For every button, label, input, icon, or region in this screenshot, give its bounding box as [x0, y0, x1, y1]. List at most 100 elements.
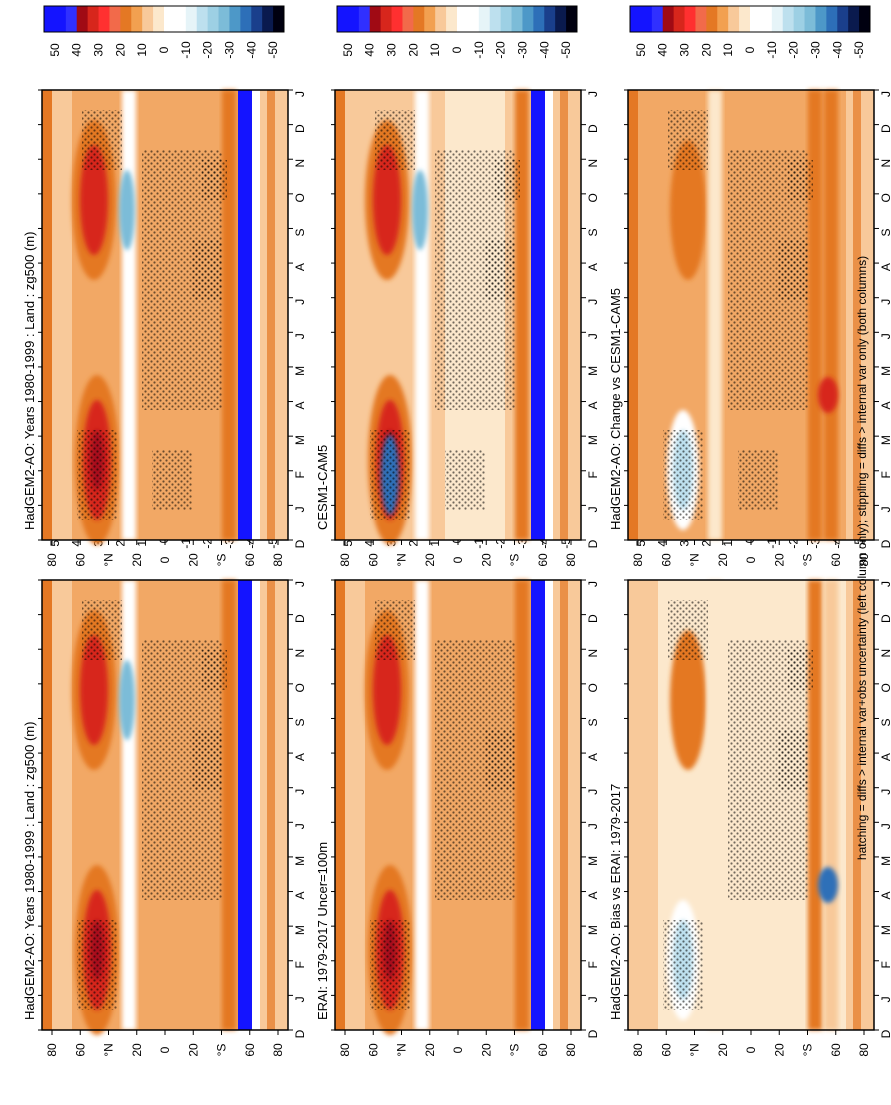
month-tick-label: J [879, 581, 891, 587]
month-tick-label: D [586, 539, 600, 548]
month-tick-label: J [293, 333, 307, 339]
panel-title: HadGEM2-AO: Change vs CESM1-CAM5 [608, 288, 623, 530]
stippling-region [77, 920, 117, 1010]
stippling-region [485, 730, 515, 790]
month-tick-label: O [879, 683, 891, 692]
colorbar-tick-label: 20 [113, 43, 127, 57]
colorbar-tick-label: -50 [852, 41, 866, 59]
latitude-tick-label: 20 [186, 553, 200, 567]
month-tick-label: O [586, 683, 600, 692]
month-tick-label: A [879, 402, 891, 410]
month-tick-label: J [293, 506, 307, 512]
latitude-tick-label: 20 [423, 553, 437, 567]
month-tick-label: J [586, 823, 600, 829]
month-tick-label: J [293, 91, 307, 97]
month-tick-label: J [293, 581, 307, 587]
latitude-tick-label: 80 [564, 553, 578, 567]
chart-panel: D J F M A M J J A S O N D J 80 60 °N 20 0 20 °S 60 80 ERAI: 197… [315, 495, 600, 1057]
colorbar-tick-label: -50 [559, 41, 573, 59]
latitude-tick-label: °S [215, 1044, 229, 1057]
colorbar-tick-label: 40 [70, 43, 84, 57]
footer-note: hatching = diffs > internal var+obs unce… [855, 256, 869, 860]
latitude-tick-label: 60 [829, 553, 843, 567]
latitude-tick-label: 20 [479, 1043, 493, 1057]
stippling-region [788, 650, 813, 690]
month-tick-label: N [879, 159, 891, 168]
stippling-region [82, 600, 122, 660]
month-tick-label: F [293, 471, 307, 478]
colorbar-tick-label: -50 [266, 41, 280, 59]
month-tick-label: O [293, 683, 307, 692]
colorbar-tick-label: -10 [472, 41, 486, 59]
latitude-tick-label: °N [102, 1043, 116, 1056]
colorbar-tick-label: -40 [830, 41, 844, 59]
latitude-tick-label: 80 [857, 1043, 871, 1057]
latitude-tick-label: 60 [536, 553, 550, 567]
month-tick-label: D [879, 124, 891, 133]
stippling-region [375, 600, 415, 660]
month-tick-label: J [879, 506, 891, 512]
latitude-tick-label: 80 [338, 1043, 352, 1057]
latitude-tick-label: 20 [130, 553, 144, 567]
panel-title: HadGEM2-AO: Years 1980-1999 : Land : zg5… [22, 722, 37, 1020]
month-tick-label: F [879, 471, 891, 478]
latitude-tick-label: 80 [271, 553, 285, 567]
latitude-tick-label: 80 [857, 553, 871, 567]
month-tick-label: J [586, 506, 600, 512]
stippling-region [738, 450, 778, 510]
stippling-region [77, 430, 117, 520]
latitude-tick-label: 60 [366, 553, 380, 567]
latitude-tick-label: 0 [451, 556, 465, 563]
month-tick-label: J [879, 823, 891, 829]
latitude-tick-label: 60 [366, 1043, 380, 1057]
latitude-tick-label: 20 [772, 1043, 786, 1057]
stippling-region [202, 160, 227, 200]
month-tick-label: N [293, 159, 307, 168]
chart-panel: D J F M A M J J A S O N D J 80 60 °N 20 0 20 °S 60 80 HadGEM2-A… [22, 495, 307, 1057]
month-tick-label: D [879, 539, 891, 548]
colorbar-tick-label: 0 [743, 46, 757, 53]
heatmap-field [627, 89, 875, 541]
stippling-region [668, 600, 708, 660]
latitude-tick-label: °S [801, 1044, 815, 1057]
colorbar-tick-label: -10 [765, 41, 779, 59]
latitude-tick-label: 80 [564, 1043, 578, 1057]
month-tick-label: A [879, 753, 891, 761]
month-tick-label: J [293, 789, 307, 795]
latitude-tick-label: 60 [536, 1043, 550, 1057]
latitude-tick-label: 20 [130, 1043, 144, 1057]
heatmap-field [627, 579, 875, 1031]
latitude-tick-label: 80 [631, 553, 645, 567]
colorbar-tick-label: -10 [179, 41, 193, 59]
month-tick-label: A [879, 892, 891, 900]
latitude-tick-label: 0 [451, 1046, 465, 1053]
colorbar-tick-label: 10 [721, 43, 735, 57]
month-tick-label: D [586, 1029, 600, 1038]
colorbar-tick-label: 40 [656, 43, 670, 57]
month-tick-label: D [293, 539, 307, 548]
latitude-tick-label: 0 [158, 1046, 172, 1053]
colorbar-tick-label: 40 [363, 43, 377, 57]
month-tick-label: F [586, 471, 600, 478]
colorbar-tick-label: -40 [244, 41, 258, 59]
month-tick-label: D [586, 614, 600, 623]
latitude-tick-label: 0 [744, 556, 758, 563]
chart-panel: D J F M A M J J A S O N D J 80 60 °N 20 0 20 °S 60 80 CESM1-CAM… [315, 5, 600, 567]
stippling-region [495, 160, 520, 200]
month-tick-label: J [293, 299, 307, 305]
month-tick-label: M [293, 435, 307, 445]
heatmap-field [41, 89, 289, 545]
month-tick-label: J [586, 91, 600, 97]
month-tick-label: M [293, 856, 307, 866]
heatmap-field [334, 579, 582, 1035]
colorbar-tick-label: 50 [48, 43, 62, 57]
chart-panel: D J F M A M J J A S O N D J 80 60 °N 20 0 20 °S 60 80 HadGEM2-A… [22, 5, 307, 567]
month-tick-label: F [586, 961, 600, 968]
colorbar-tick-label: 30 [385, 43, 399, 57]
month-tick-label: M [293, 366, 307, 376]
latitude-tick-label: 20 [423, 1043, 437, 1057]
stippling-region [82, 110, 122, 170]
colorbar-tick-label: -30 [222, 41, 236, 59]
colorbar-tick-label: 30 [92, 43, 106, 57]
